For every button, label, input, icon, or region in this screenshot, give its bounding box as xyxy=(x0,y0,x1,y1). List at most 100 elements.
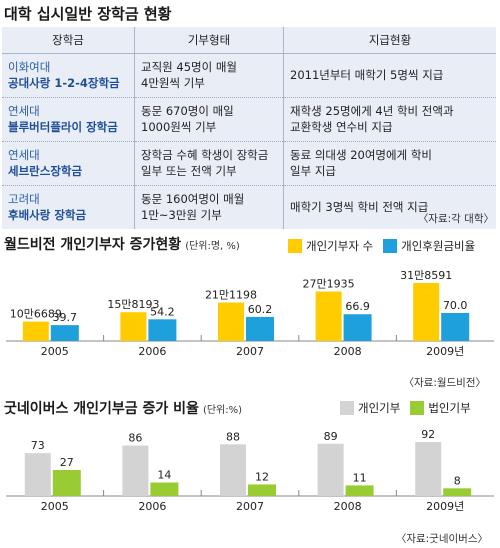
legend-label-ratio: 개인후원금비율 xyxy=(401,239,476,253)
data-label: 10만6689 xyxy=(10,308,62,321)
data-label: 66.9 xyxy=(345,300,370,313)
chart1-title: 월드비전 개인기부자 증가현황 xyxy=(4,237,182,253)
bar-1 xyxy=(345,485,374,496)
data-label: 8 xyxy=(454,474,461,487)
data-label: 92 xyxy=(421,428,435,441)
data-label: 86 xyxy=(128,432,142,445)
table-source-note: 〈자료:각 대학〉 xyxy=(417,213,494,225)
data-label: 11 xyxy=(353,471,367,484)
chart2-title: 굿네이버스 개인기부금 증가 비율 xyxy=(4,401,199,417)
bar-0 xyxy=(220,444,246,496)
bar-1 xyxy=(443,488,472,496)
x-tick-label: 2005 xyxy=(41,500,69,513)
x-tick-label: 2009년 xyxy=(426,500,464,513)
x-tick-label: 2005 xyxy=(41,345,69,356)
legend-swatch-corporate xyxy=(410,401,425,415)
x-tick-label: 2009년 xyxy=(426,345,464,356)
legend-swatch-individual xyxy=(340,401,354,415)
school-name: 연세대 xyxy=(8,103,40,118)
table-body: 이화여대 공대사랑 1-2-4장학금 교직원 45명이 매월 4만원씩 기부 2011… xyxy=(2,53,496,229)
bar-0 xyxy=(122,445,149,496)
bar-0 xyxy=(315,291,342,341)
data-label: 89 xyxy=(324,430,338,443)
table-row: 연세대 블루버터플라이 장학금 동문 670명이 매일 1000원씩 기부 재학생 2… xyxy=(2,97,496,142)
legend-label-individual: 개인기부 xyxy=(358,401,401,415)
bar-1 xyxy=(150,482,179,496)
scholarship-name: 후배사랑 장학금 xyxy=(8,207,87,222)
bar-1 xyxy=(248,484,276,496)
data-label: 54.2 xyxy=(150,305,175,318)
chart2-title-block: 굿네이버스 개인기부금 증가 비율 (단위:%) xyxy=(4,398,242,418)
table-header-row: 장학금 기부형태 지급현황 xyxy=(2,27,496,54)
school-name: 연세대 xyxy=(8,147,40,162)
legend-swatch-donors xyxy=(288,239,302,253)
x-tick-label: 2008 xyxy=(334,345,362,356)
legend-label-corporate: 법인기부 xyxy=(428,401,471,415)
data-label: 14 xyxy=(157,469,171,482)
bar-0 xyxy=(415,442,442,496)
data-label: 21만1198 xyxy=(205,289,257,302)
chart1-source-note: 〈자료:월드비전〉 xyxy=(403,377,487,389)
column-header: 지급현황 xyxy=(283,27,496,54)
bar-0 xyxy=(218,302,244,341)
data-label: 27 xyxy=(60,456,74,469)
data-label: 70.0 xyxy=(443,299,468,312)
table-row: 고려대 후배사랑 장학금 동문 160여명이 매월 1만~3만원 기부 매학기 3명씩… xyxy=(2,185,496,229)
table-row: 이화여대 공대사랑 1-2-4장학금 교직원 45명이 매월 4만원씩 기부 2011… xyxy=(2,53,496,98)
bar-0 xyxy=(120,312,147,341)
scholarship-cell: 연세대 세브란스장학금 xyxy=(2,141,135,186)
data-label: 88 xyxy=(226,430,240,443)
x-tick-label: 2007 xyxy=(236,345,264,356)
table-row: 연세대 세브란스장학금 장학금 수혜 학생이 장학금 일부 또는 전액 기부 동료 의… xyxy=(2,141,496,186)
bar-1 xyxy=(343,314,372,341)
bar-0 xyxy=(22,321,49,341)
bar-1 xyxy=(246,316,274,341)
chart2-plot: 73 27 2005 86 14 2006 88 12 2007 89 11 2008 92 8 2009년 xyxy=(6,428,494,513)
column-header: 기부형태 xyxy=(134,27,284,54)
data-label: 12 xyxy=(255,470,269,483)
column-header: 장학금 xyxy=(2,27,135,54)
scholarship-name: 블루버터플라이 장학금 xyxy=(8,119,118,134)
data-label: 15만8193 xyxy=(107,298,159,311)
payment-status-cell: 동료 의대생 20여명에게 학비 일부 지급 xyxy=(283,141,496,186)
chart2-unit-note: (단위:%) xyxy=(202,405,243,416)
payment-status-cell: 매학기 3명씩 학비 전액 지급 xyxy=(283,185,496,229)
bar-0 xyxy=(24,453,51,496)
chart2-legend: 개인기부 법인기부 xyxy=(340,400,471,416)
bar-1 xyxy=(148,319,177,341)
data-label: 73 xyxy=(31,439,45,452)
scholarship-name: 세브란스장학금 xyxy=(8,163,83,178)
bar-0 xyxy=(317,443,344,496)
chart1-unit-note: (단위:명, %) xyxy=(185,241,240,252)
scholarship-table: 장학금 기부형태 지급현황 이화여대 공대사랑 1-2-4장학금 교직원 45명이 … xyxy=(2,27,496,229)
data-label: 60.2 xyxy=(248,303,273,316)
page-title: 대학 십시일반 장학금 현황 xyxy=(4,5,172,23)
donation-type-cell: 장학금 수혜 학생이 장학금 일부 또는 전액 기부 xyxy=(134,141,284,186)
donation-type-cell: 동문 670명이 매일 1000원씩 기부 xyxy=(134,97,284,142)
data-label: 31만8591 xyxy=(400,269,452,282)
bar-1 xyxy=(52,470,81,496)
bar-1 xyxy=(50,325,79,341)
chart2-source-note: 〈자료:굿네이버스〉 xyxy=(395,533,488,545)
chart1-legend: 개인기부자 수 개인후원금비율 xyxy=(288,238,475,254)
scholarship-cell: 고려대 후배사랑 장학금 xyxy=(2,185,135,229)
x-tick-label: 2006 xyxy=(138,345,166,356)
school-name: 이화여대 xyxy=(8,59,51,74)
data-label: 39.7 xyxy=(53,311,78,324)
x-tick-label: 2008 xyxy=(334,500,362,513)
bar-0 xyxy=(413,283,440,341)
x-tick-label: 2006 xyxy=(138,500,166,513)
payment-status-cell: 2011년부터 매학기 5명씩 지급 xyxy=(283,53,496,98)
bar-1 xyxy=(441,313,470,341)
donation-type-cell: 동문 160여명이 매월 1만~3만원 기부 xyxy=(134,185,284,229)
legend-swatch-ratio xyxy=(383,239,398,253)
x-tick-label: 2007 xyxy=(236,500,264,513)
scholarship-cell: 이화여대 공대사랑 1-2-4장학금 xyxy=(2,53,135,98)
data-label: 27만1935 xyxy=(303,277,355,290)
payment-status-cell: 재학생 25명에게 4년 학비 전액과 교환학생 연수비 지급 xyxy=(283,97,496,142)
school-name: 고려대 xyxy=(8,191,40,206)
legend-label-donors: 개인기부자 수 xyxy=(306,239,374,253)
scholarship-name: 공대사랑 1-2-4장학금 xyxy=(8,75,120,90)
donation-type-cell: 교직원 45명이 매월 4만원씩 기부 xyxy=(134,53,284,98)
